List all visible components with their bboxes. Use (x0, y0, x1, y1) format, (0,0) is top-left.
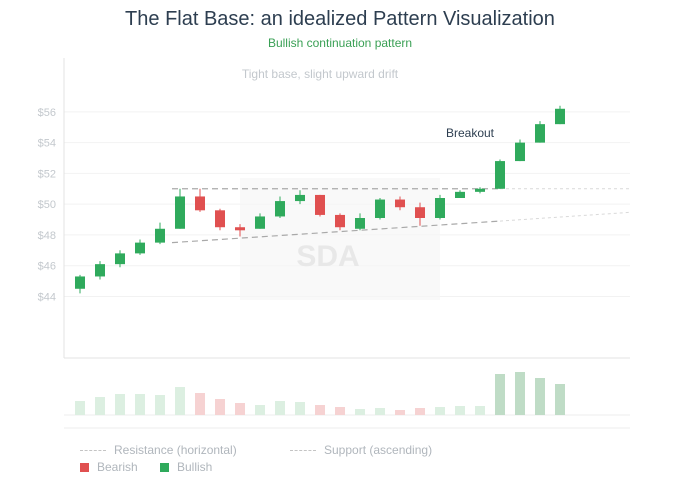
volume-bar (515, 372, 525, 415)
candle-bullish (75, 276, 85, 289)
chart-subtitle: Bullish continuation pattern (267, 36, 413, 50)
watermark-text: SDA (296, 240, 359, 273)
y-tick-label: $48 (38, 230, 56, 242)
volume-bar (335, 407, 345, 415)
volume-bar (235, 403, 245, 415)
volume-bar (255, 405, 265, 415)
candle-bullish (95, 264, 105, 277)
legend-support: Support (ascending) (290, 443, 432, 457)
candle-bullish (555, 108, 565, 125)
volume-bar (495, 374, 505, 415)
y-tick-label: $44 (38, 291, 56, 303)
support-dash-icon (290, 449, 316, 451)
candle-bearish (415, 207, 425, 218)
volume-bar (395, 410, 405, 415)
y-tick-label: $50 (38, 199, 56, 211)
chart-title: The Flat Base: an idealized Pattern Visu… (125, 8, 555, 30)
volume-bar (355, 409, 365, 415)
candle-bullish (475, 188, 485, 192)
legend-resistance: Resistance (horizontal) (80, 443, 237, 457)
candle-bullish (295, 194, 305, 202)
candle-bullish (135, 242, 145, 254)
resistance-dash-icon (80, 449, 106, 451)
volume-bar (175, 387, 185, 415)
volume-bar (555, 384, 565, 415)
volume-bar (215, 399, 225, 415)
volume-bar (295, 402, 305, 415)
candle-bullish (515, 142, 525, 162)
candle-bullish (175, 196, 185, 229)
legend-label: Bullish (177, 460, 213, 474)
breakout-annotation: Breakout (446, 126, 495, 140)
y-tick-label: $52 (38, 168, 56, 180)
candle-bullish (275, 201, 285, 217)
volume-bar (115, 394, 125, 415)
legend-label: Resistance (horizontal) (114, 443, 237, 457)
legend-bullish: Bullish (160, 460, 212, 474)
candle-bullish (355, 218, 365, 229)
base-annotation: Tight base, slight upward drift (242, 67, 399, 81)
legend-bearish: Bearish (80, 460, 138, 474)
volume-bar (75, 401, 85, 415)
candle-bearish (195, 196, 205, 211)
volume-bar (95, 397, 105, 415)
candle-bullish (255, 216, 265, 229)
volume-bar (275, 401, 285, 415)
support-extension (499, 211, 631, 222)
volume-bar (155, 395, 165, 415)
y-tick-label: $46 (38, 261, 56, 273)
legend-label: Bearish (97, 460, 138, 474)
candle-bullish (455, 191, 465, 198)
candle-bullish (155, 228, 165, 243)
volume-bar (315, 405, 325, 415)
legend-label: Support (ascending) (324, 443, 433, 457)
bullish-swatch-icon (160, 462, 169, 472)
candle-bearish (315, 194, 325, 215)
volume-bar (375, 408, 385, 415)
candle-bullish (435, 198, 445, 218)
volume-bar (135, 394, 145, 415)
candle-bullish (375, 199, 385, 218)
y-tick-label: $56 (38, 107, 56, 119)
candle-bearish (395, 199, 405, 208)
candle-bullish (495, 161, 505, 189)
support-line (171, 220, 501, 244)
volume-bar (195, 393, 205, 415)
bearish-swatch-icon (80, 462, 89, 472)
candle-bearish (235, 227, 245, 231)
watermark-panel (240, 178, 440, 300)
volume-bar (435, 407, 445, 415)
candle-bullish (115, 253, 125, 265)
candle-bearish (215, 210, 225, 228)
volume-bar (415, 408, 425, 415)
candle-bearish (335, 214, 345, 228)
volume-bar (455, 406, 465, 415)
y-tick-label: $54 (38, 138, 56, 150)
volume-bar (475, 406, 485, 415)
volume-bar (535, 378, 545, 415)
candle-bullish (535, 124, 545, 143)
